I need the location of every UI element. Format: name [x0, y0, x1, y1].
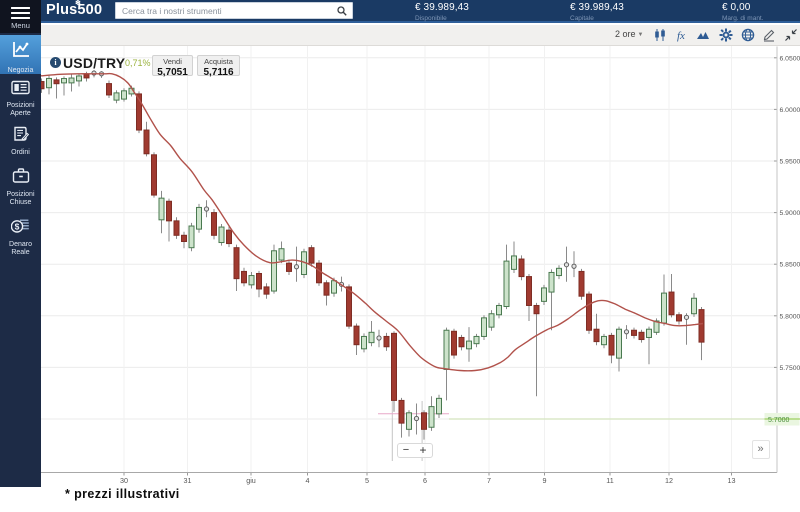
- closed-positions-icon: [0, 167, 41, 189]
- sidebar: Menu Negozia Posizioni Aperte: [0, 0, 41, 487]
- svg-text:6.0500: 6.0500: [780, 55, 800, 62]
- chevron-down-icon: ▼: [637, 32, 644, 38]
- buy-price: 5,7116: [203, 66, 234, 78]
- sidebar-item-negozia[interactable]: Negozia: [0, 35, 41, 74]
- buy-button[interactable]: Acquista 5,7116: [197, 54, 240, 78]
- candlestick-chart: 30 31 giu 4 5 6 7 9 11 12 13 6.0500 6.0000 5.9500 5.90…: [41, 45, 800, 485]
- collapse-arrows-icon[interactable]: [784, 28, 798, 42]
- svg-text:11: 11: [606, 476, 613, 485]
- chart-area[interactable]: 30 31 giu 4 5 6 7 9 11 12 13 6.0500 6.0000 5.9500 5.90…: [41, 45, 800, 487]
- search-box: [115, 2, 353, 19]
- draw-pencil-icon[interactable]: [762, 28, 776, 42]
- svg-text:5.7000: 5.7000: [768, 416, 790, 423]
- plus500-logo[interactable]: Plus500 ❄: [46, 0, 103, 18]
- svg-text:6.0000: 6.0000: [780, 106, 800, 113]
- account-label: Capitale: [570, 15, 594, 22]
- illustrative-prices-note: * prezzi illustrativi: [65, 487, 180, 501]
- sidebar-item-label: Negozia: [7, 67, 34, 74]
- sidebar-item-posizioni-aperte[interactable]: Posizioni Aperte: [0, 78, 41, 118]
- sidebar-item-label: Posizioni Chiuse: [6, 191, 35, 206]
- zoom-out-button[interactable]: −: [402, 443, 410, 456]
- menu-button[interactable]: Menu: [0, 0, 41, 33]
- topbar: Plus500❄ € 39.989,43 Disponibile € 39.98…: [41, 0, 800, 23]
- svg-text:giu: giu: [246, 476, 256, 485]
- search-input[interactable]: [122, 3, 332, 18]
- real-money-icon: $: [0, 217, 41, 239]
- svg-text:7: 7: [487, 476, 491, 485]
- account-value: € 0,00: [722, 2, 751, 13]
- account-label: Disponibile: [415, 15, 447, 22]
- globe-icon[interactable]: [741, 28, 755, 42]
- svg-text:5.8500: 5.8500: [780, 261, 800, 268]
- sidebar-item-posizioni-chiuse[interactable]: Posizioni Chiuse: [0, 164, 41, 206]
- svg-text:5.9000: 5.9000: [780, 210, 800, 217]
- svg-text:30: 30: [120, 476, 128, 485]
- sidebar-item-label: Ordini: [11, 149, 30, 156]
- timeframe-dropdown[interactable]: 2 ore ▼: [615, 29, 644, 39]
- orders-icon: [0, 126, 41, 147]
- svg-text:5.7500: 5.7500: [780, 364, 800, 371]
- sidebar-item-denaro-reale[interactable]: $ Denaro Reale: [0, 214, 41, 258]
- account-margin: € 0,00 Marg. di mant.: [722, 2, 764, 22]
- zoom-control: − +: [396, 442, 433, 458]
- trade-chart-icon: [0, 40, 41, 65]
- menu-label: Menu: [11, 21, 30, 30]
- svg-text:31: 31: [184, 476, 192, 485]
- svg-text:9: 9: [543, 476, 547, 485]
- account-available: € 39.989,43 Disponibile: [415, 2, 469, 22]
- svg-text:6: 6: [423, 476, 427, 485]
- account-value: € 39.989,43: [570, 2, 624, 13]
- indicators-fx-icon[interactable]: fx: [676, 28, 690, 42]
- instrument-change: 0,71%: [125, 58, 151, 68]
- expand-chart-button[interactable]: »: [751, 439, 770, 459]
- settings-gear-icon[interactable]: [719, 28, 733, 42]
- svg-text:fx: fx: [677, 30, 685, 42]
- svg-text:5: 5: [365, 476, 369, 485]
- zoom-in-button[interactable]: +: [419, 442, 427, 457]
- buy-label: Acquista: [204, 57, 233, 66]
- account-value: € 39.989,43: [415, 2, 469, 13]
- account-equity: € 39.989,43 Capitale: [570, 2, 624, 22]
- svg-text:4: 4: [306, 476, 310, 485]
- svg-text:5.8000: 5.8000: [780, 313, 800, 320]
- svg-text:5.9500: 5.9500: [780, 158, 800, 165]
- sell-label: Vendi: [163, 57, 182, 66]
- sell-price: 5,7051: [157, 66, 188, 78]
- sidebar-item-ordini[interactable]: Ordini: [0, 123, 41, 157]
- hamburger-icon: [11, 7, 30, 19]
- sidebar-item-label: Posizioni Aperte: [6, 102, 35, 117]
- candlestick-icon[interactable]: [653, 28, 667, 42]
- open-positions-icon: [0, 80, 41, 100]
- maple-leaf-icon: ❄: [75, 0, 82, 7]
- chart-toolbar: 2 ore ▼ fx: [41, 25, 800, 46]
- account-label: Marg. di mant.: [722, 15, 764, 22]
- chart-type-icon[interactable]: [696, 28, 710, 42]
- svg-text:12: 12: [665, 476, 673, 485]
- instrument-name: USD/TRY: [63, 54, 126, 71]
- sidebar-item-label: Denaro Reale: [9, 241, 32, 256]
- svg-text:13: 13: [728, 476, 736, 485]
- svg-text:$: $: [15, 222, 20, 232]
- sell-button[interactable]: Vendi 5,7051: [152, 54, 193, 78]
- info-icon[interactable]: i: [50, 56, 61, 68]
- search-icon[interactable]: [337, 6, 347, 16]
